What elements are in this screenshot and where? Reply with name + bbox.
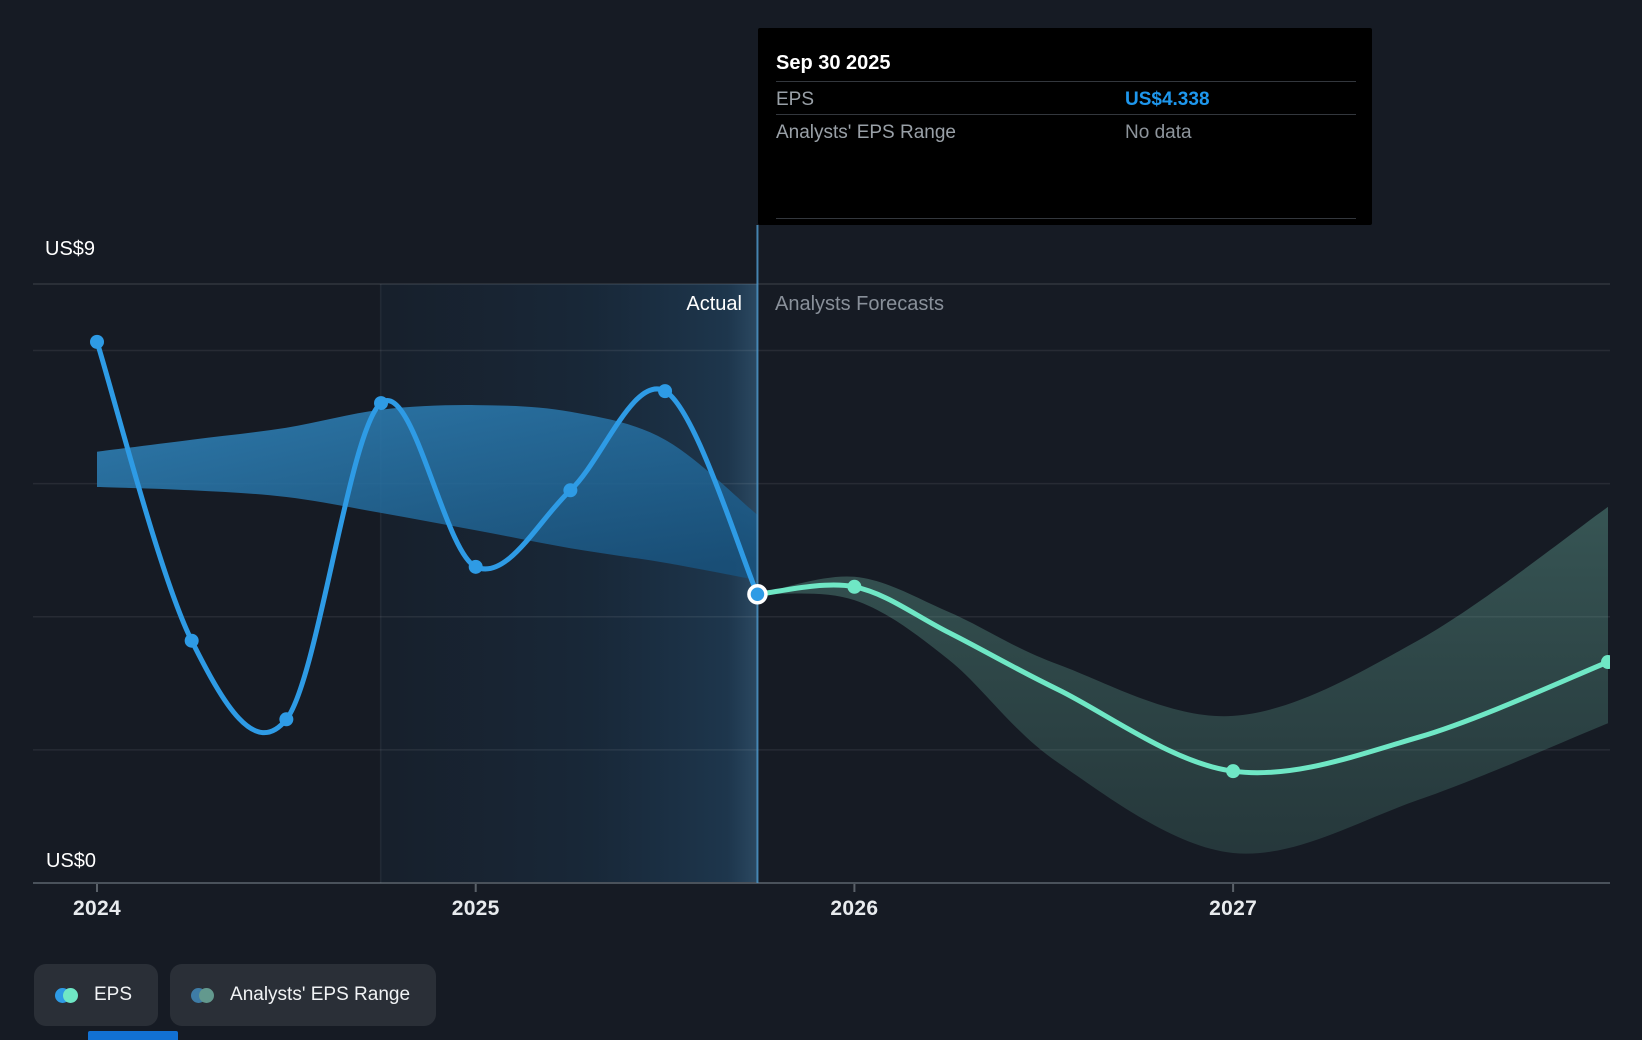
phase-label-forecast: Analysts Forecasts: [775, 293, 944, 315]
data-point: [1226, 764, 1241, 779]
tooltip-range-label: Analysts' EPS Range: [776, 122, 956, 143]
eps-legend-icon: [55, 987, 78, 1003]
data-point: [658, 384, 673, 399]
tooltip-divider: [776, 114, 1356, 115]
chart-legend: EPS Analysts' EPS Range: [34, 964, 437, 1026]
tooltip-eps-label: EPS: [776, 89, 815, 110]
data-point: [279, 712, 294, 727]
forecast-line: [755, 582, 1610, 776]
chart-tooltip: Sep 30 2025 EPS US$4.338 Analysts' EPS R…: [758, 28, 1372, 225]
data-point: [90, 334, 104, 349]
legend-eps[interactable]: EPS: [34, 964, 159, 1026]
x-tick-label: 2026: [830, 897, 879, 920]
legend-analysts-eps-range[interactable]: Analysts' EPS Range: [170, 964, 437, 1026]
actual-highlight-region: [380, 283, 758, 884]
transition-point: [747, 584, 768, 605]
data-point: [468, 559, 483, 574]
tooltip-divider: [776, 81, 1356, 82]
x-tick-label: 2027: [1209, 897, 1258, 920]
data-point: [563, 483, 578, 498]
x-tick-label: 2024: [73, 897, 121, 920]
data-point: [847, 579, 862, 594]
y-axis-min-label: US$0: [46, 850, 97, 872]
y-axis-max-label: US$9: [45, 238, 96, 260]
actual-range-band: [97, 405, 758, 581]
data-point: [184, 633, 199, 648]
tooltip-row-eps: EPS US$4.338: [776, 89, 1356, 111]
x-tick-label: 2025: [451, 897, 500, 920]
forecast-range-band: [757, 506, 1608, 854]
legend-eps-label: EPS: [94, 984, 133, 1005]
tooltip-date: Sep 30 2025: [776, 52, 891, 74]
tooltip-range-value: No data: [1125, 122, 1192, 143]
tooltip-eps-value: US$4.338: [1125, 89, 1210, 110]
data-point: [374, 396, 389, 411]
tooltip-row-range: Analysts' EPS Range No data: [776, 122, 1356, 144]
range-legend-icon: [191, 987, 215, 1003]
phase-label-actual: Actual: [686, 293, 742, 315]
legend-range-label: Analysts' EPS Range: [230, 984, 411, 1005]
data-point: [1601, 655, 1610, 670]
partial-element-below-fold: [88, 1031, 178, 1040]
tooltip-divider: [776, 218, 1356, 219]
